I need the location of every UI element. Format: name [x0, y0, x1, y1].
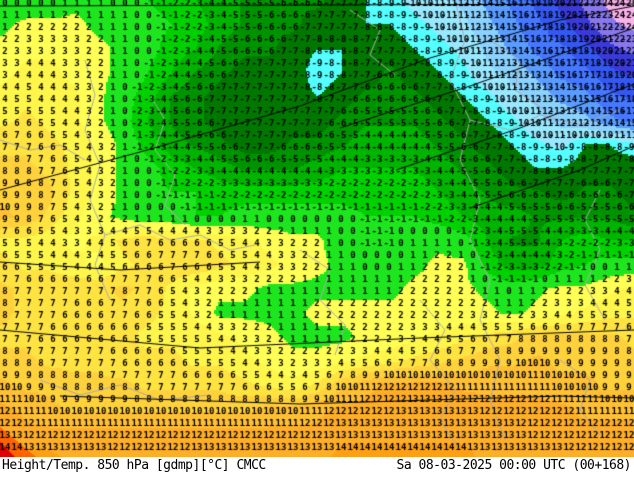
valid-time-label: Sa 08-03-2025 00:00 UTC (00+168)	[396, 458, 632, 473]
status-bar: Height/Temp. 850 hPa [gdmp][°C] CMCC Sa …	[0, 457, 634, 490]
chart-title: Height/Temp. 850 hPa [gdmp][°C] CMCC	[2, 458, 266, 473]
temperature-map-canvas	[0, 0, 634, 457]
